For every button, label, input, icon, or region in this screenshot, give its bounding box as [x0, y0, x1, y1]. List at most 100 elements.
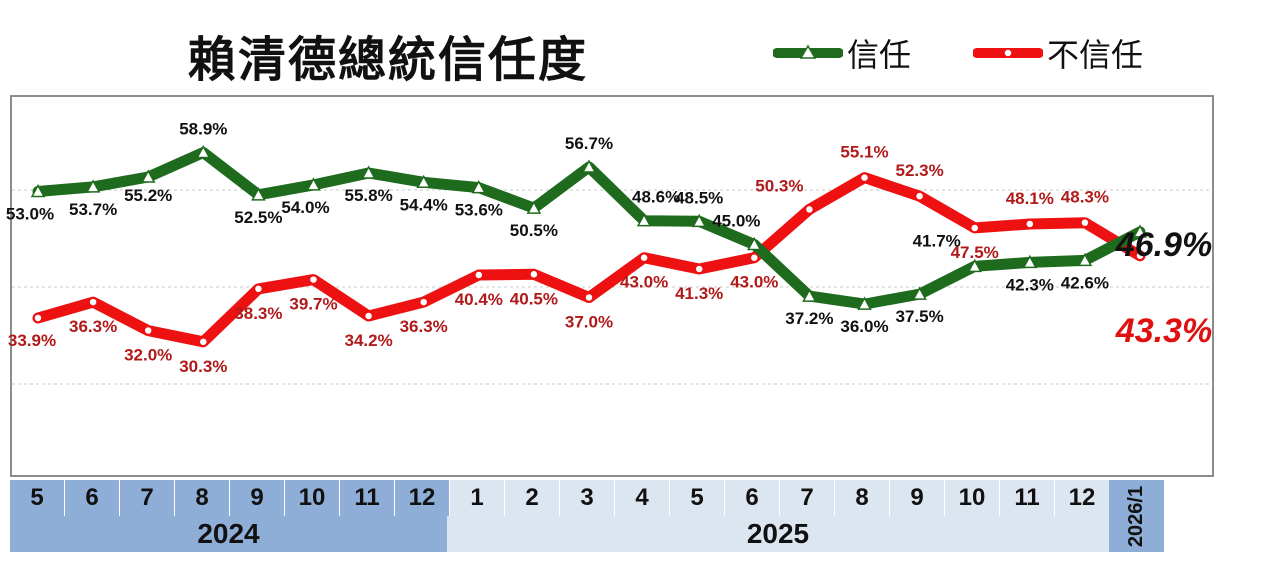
- trust-point-9: [526, 200, 542, 214]
- trust-label-19: 42.6%: [1061, 273, 1109, 292]
- month-label-11: 4: [615, 480, 670, 516]
- distrust-label-0: 33.9%: [8, 331, 56, 350]
- distrust-label-19: 48.3%: [1061, 188, 1109, 207]
- trust-label-12: 48.5%: [675, 188, 723, 207]
- month-label-1: 6: [65, 480, 120, 516]
- distrust-label-8: 40.4%: [455, 290, 503, 309]
- trust-point-14: [802, 288, 817, 302]
- distrust-label-10: 37.0%: [565, 312, 613, 331]
- distrust-point-11: [639, 252, 649, 263]
- trust-label-3: 58.9%: [179, 119, 227, 138]
- distrust-label-4: 38.3%: [234, 304, 282, 323]
- distrust-label-2: 32.0%: [124, 346, 172, 365]
- year-label-2024: 2024: [10, 516, 447, 552]
- distrust-point-20: [1135, 251, 1145, 261]
- distrust-point-14: [804, 204, 815, 215]
- distrust-label-18: 48.1%: [1006, 189, 1054, 208]
- trust-point-5: [306, 177, 321, 191]
- distrust-point-16: [914, 191, 925, 201]
- year-label-2025: 2025: [447, 516, 1109, 552]
- distrust-point-0: [33, 313, 43, 323]
- trust-label-18: 42.3%: [1006, 275, 1054, 294]
- distrust-label-16: 52.3%: [895, 161, 943, 180]
- trust-label-14: 37.2%: [785, 309, 833, 328]
- legend-trust-label: 信任: [847, 36, 912, 74]
- distrust-point-18: [1025, 219, 1035, 229]
- trust-point-15: [857, 296, 872, 310]
- trust-label-0: 53.0%: [6, 205, 54, 224]
- distrust-label-13: 43.0%: [730, 273, 778, 292]
- month-label-7: 12: [395, 480, 450, 516]
- month-label-5: 10: [285, 480, 340, 516]
- month-label-4: 9: [230, 480, 285, 516]
- legend-trust: 信任: [773, 30, 911, 76]
- distrust-label-3: 30.3%: [179, 357, 227, 376]
- trust-point-0: [30, 183, 46, 198]
- distrust-point-15: [859, 172, 870, 183]
- trust-label-15: 36.0%: [840, 317, 888, 336]
- trust-label-2: 55.2%: [124, 186, 172, 205]
- month-label-17: 10: [945, 480, 1000, 516]
- trust-point-16: [912, 286, 927, 300]
- chart-title: 賴清德總統信任度: [188, 32, 589, 88]
- distrust-label-17: 47.5%: [951, 243, 999, 262]
- month-label-19: 12: [1055, 480, 1110, 516]
- trust-label-13: 45.0%: [712, 212, 760, 231]
- distrust-label-15: 55.1%: [840, 143, 888, 162]
- trust-label-9: 50.5%: [510, 221, 558, 240]
- trust-label-10: 56.7%: [565, 134, 613, 153]
- trust-label-8: 53.6%: [455, 201, 503, 220]
- distrust-label-1: 36.3%: [69, 317, 117, 336]
- distrust-label-final: 43.3%: [1115, 312, 1212, 350]
- legend-trust-marker: [773, 44, 843, 59]
- distrust-label-11: 43.0%: [620, 273, 668, 292]
- distrust-label-9: 40.5%: [510, 289, 558, 308]
- trust-point-19: [1077, 252, 1093, 267]
- trust-point-4: [251, 187, 266, 201]
- trust-point-11: [636, 213, 652, 227]
- distrust-label-12: 41.3%: [675, 284, 723, 303]
- trust-point-18: [1022, 254, 1038, 269]
- month-label-12: 5: [670, 480, 725, 516]
- month-label-0: 5: [10, 480, 65, 516]
- distrust-point-13: [749, 252, 760, 263]
- trust-point-20: [1132, 224, 1148, 238]
- trust-label-6: 55.8%: [344, 186, 392, 205]
- month-label-13: 6: [725, 480, 780, 516]
- trust-point-17: [967, 258, 982, 273]
- trust-point-6: [361, 165, 376, 179]
- distrust-point-6: [363, 311, 374, 321]
- month-label-2: 7: [120, 480, 175, 516]
- distrust-point-9: [529, 269, 539, 280]
- trust-point-1: [85, 179, 101, 193]
- distrust-label-7: 36.3%: [400, 317, 448, 336]
- distrust-point-8: [474, 270, 484, 280]
- distrust-point-5: [308, 274, 319, 285]
- trust-point-3: [196, 144, 211, 159]
- month-label-3: 8: [175, 480, 230, 516]
- month-label-15: 8: [835, 480, 890, 516]
- distrust-label-5: 39.7%: [289, 295, 337, 314]
- year-axis: 2024 2025: [10, 516, 1164, 552]
- trust-point-2: [140, 169, 156, 183]
- trust-point-8: [471, 180, 487, 194]
- legend-distrust-label: 不信任: [1047, 36, 1144, 74]
- distrust-point-2: [143, 325, 153, 336]
- legend-distrust: 不信任: [973, 30, 1143, 76]
- trust-point-7: [416, 174, 431, 189]
- month-label-14: 7: [780, 480, 835, 516]
- trust-label-4: 52.5%: [234, 208, 282, 227]
- distrust-point-17: [969, 223, 980, 233]
- trust-point-13: [747, 236, 762, 251]
- distrust-point-19: [1080, 217, 1090, 228]
- legend-distrust-marker: [973, 48, 1043, 58]
- distrust-label-14: 50.3%: [755, 176, 803, 195]
- distrust-point-10: [584, 292, 594, 303]
- month-label-16: 9: [890, 480, 945, 516]
- month-label-10: 3: [560, 480, 615, 516]
- month-axis: 5 6 7 8 9 10 11 12 1 2 3 4 5 6 7 8 9 10 11 12: [10, 480, 1164, 516]
- distrust-point-7: [418, 297, 429, 307]
- trust-label-16: 37.5%: [895, 307, 943, 326]
- month-label-6: 11: [340, 480, 395, 516]
